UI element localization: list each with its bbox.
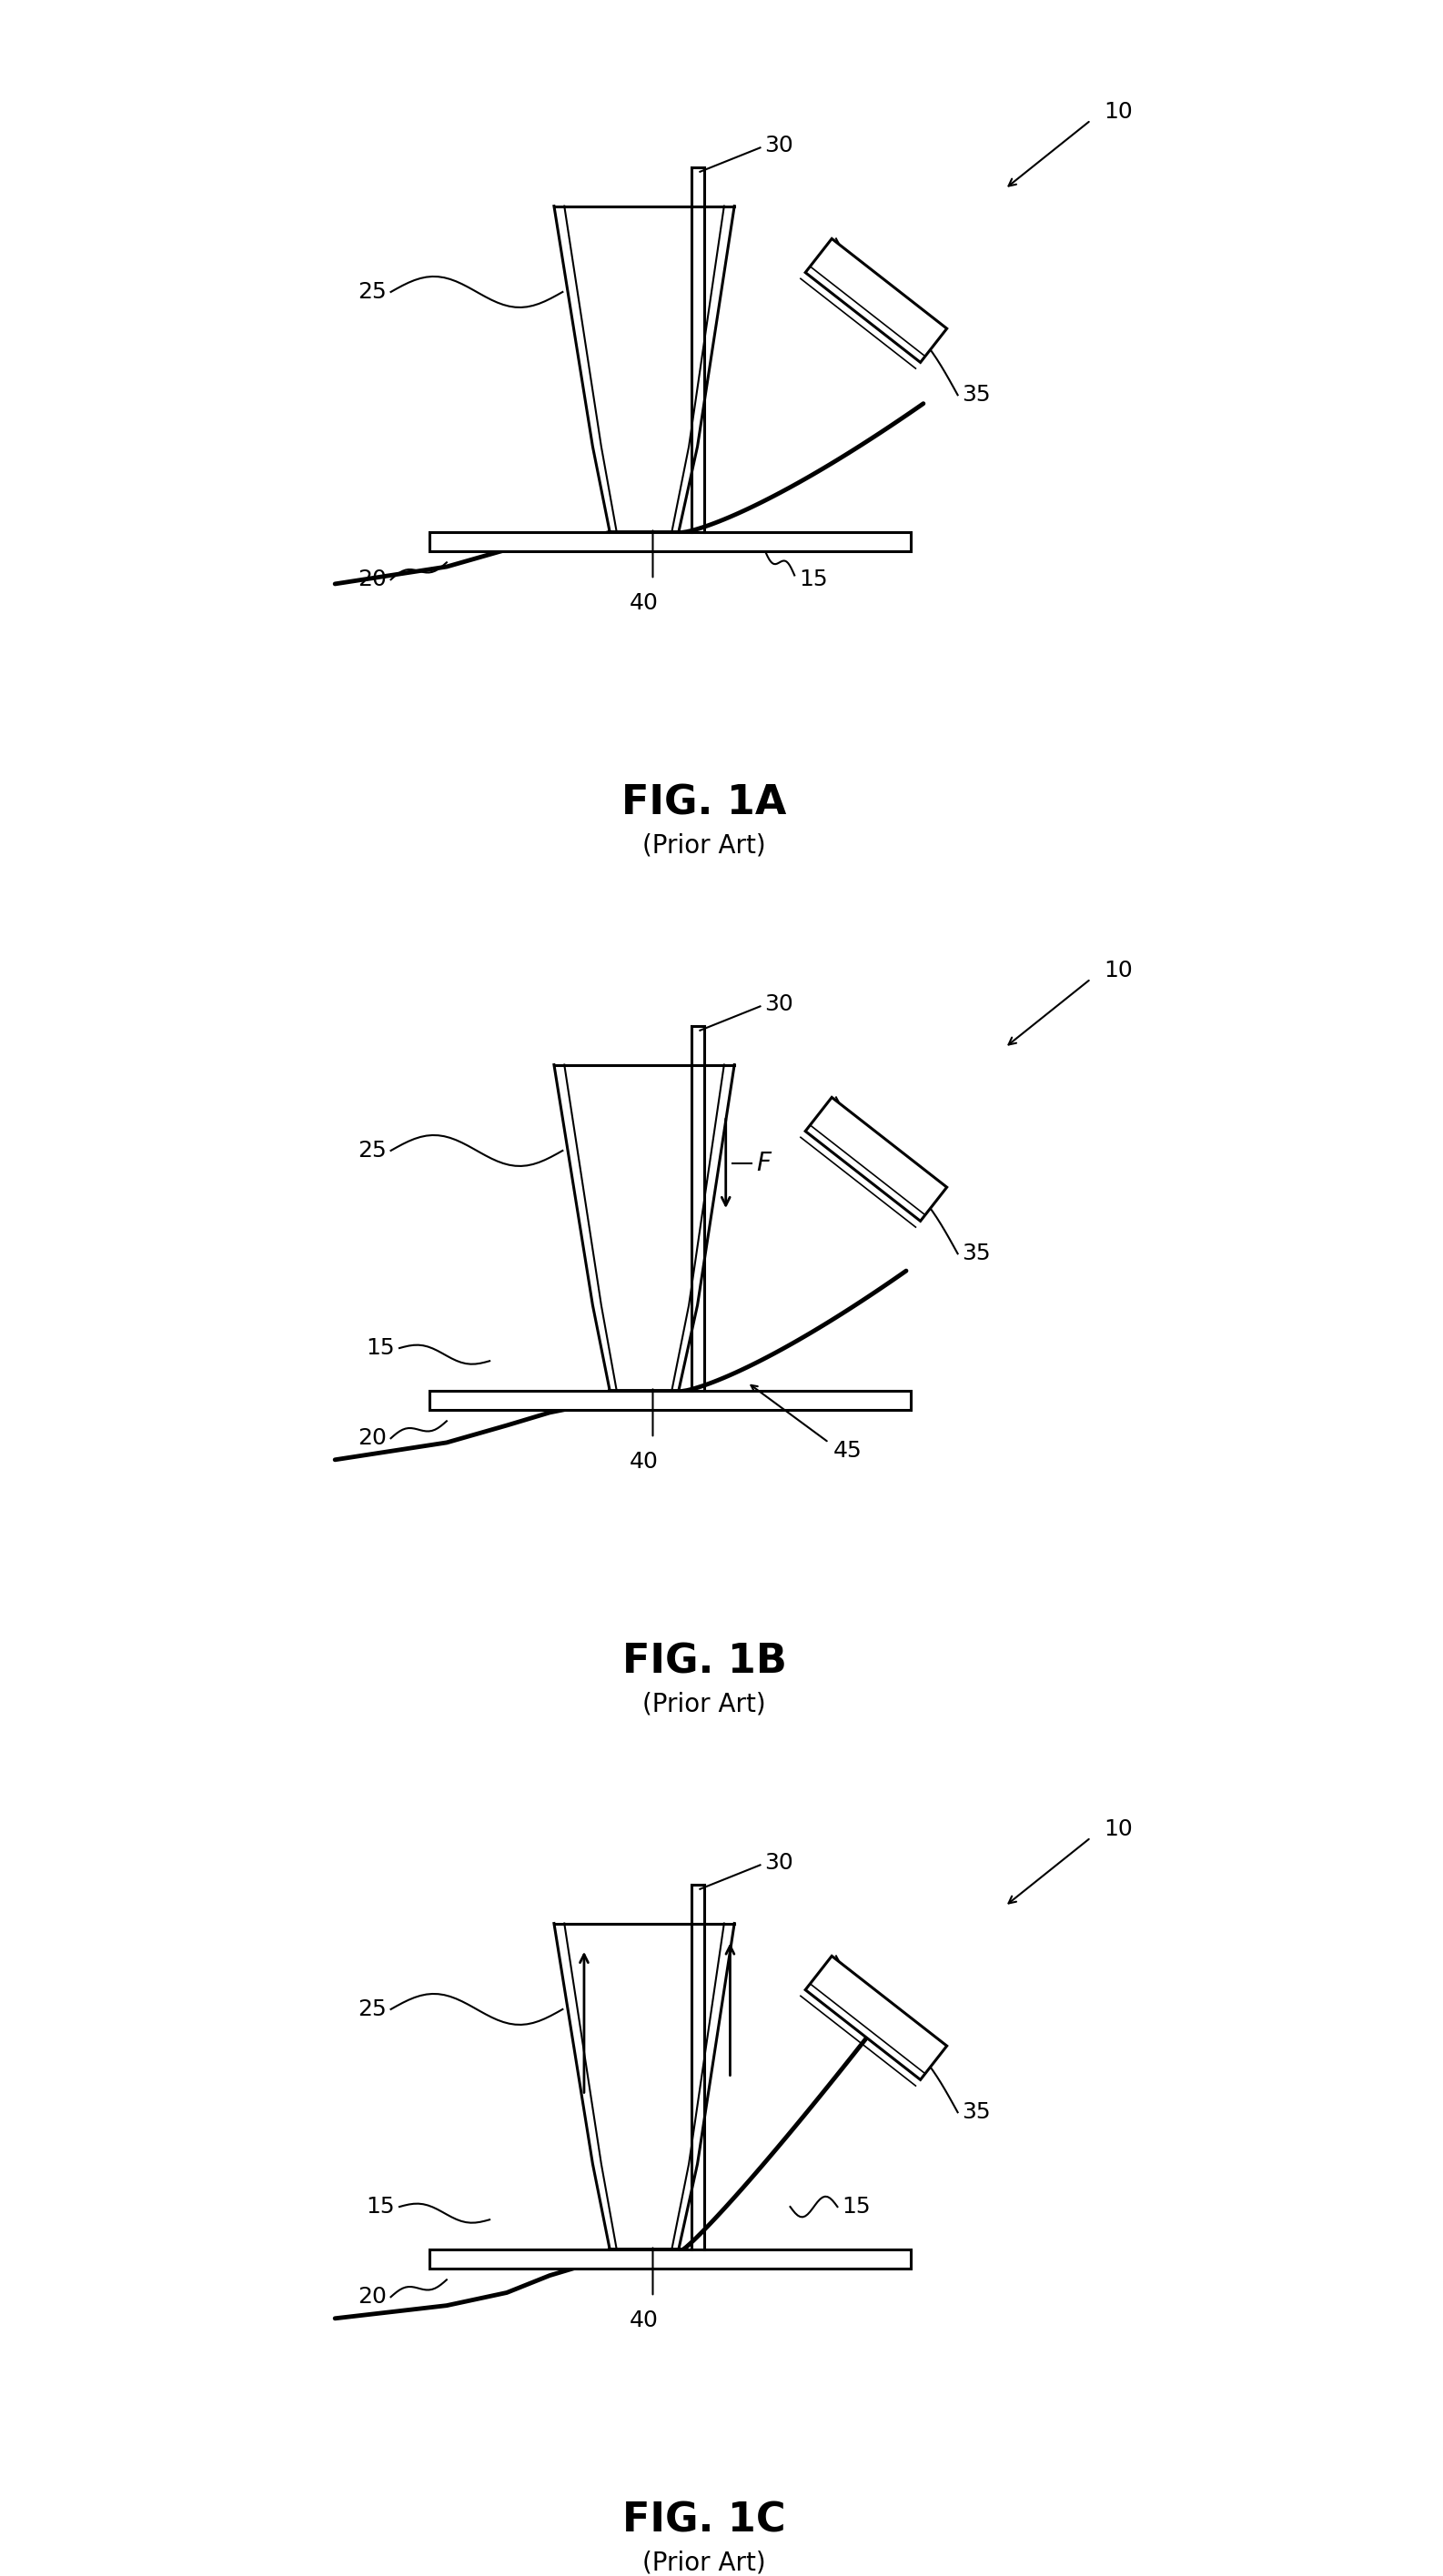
Text: 20: 20 [358,2285,387,2308]
Text: 25: 25 [358,281,387,304]
Text: F: F [756,1151,771,1177]
Text: 35: 35 [962,384,991,407]
Text: 15: 15 [367,2195,395,2218]
Text: FIG. 1B: FIG. 1B [622,1641,786,1682]
Text: 10: 10 [1104,100,1133,124]
Text: 10: 10 [1104,958,1133,981]
Polygon shape [805,240,947,363]
Bar [430,2249,911,2269]
Text: 45: 45 [833,1440,861,1463]
Bar [430,1391,911,1409]
Text: 30: 30 [765,134,794,157]
Text: (Prior Art): (Prior Art) [642,1692,766,1718]
Text: 15: 15 [367,1337,395,1360]
Text: 10: 10 [1104,1819,1133,1839]
Text: 40: 40 [629,592,658,613]
Text: 35: 35 [962,1242,991,1265]
Text: FIG. 1C: FIG. 1C [622,2501,786,2540]
Text: 30: 30 [765,1852,794,1875]
Text: 40: 40 [629,2311,658,2331]
Text: 25: 25 [358,1139,387,1162]
Text: FIG. 1A: FIG. 1A [622,783,786,822]
Text: 30: 30 [765,994,794,1015]
Polygon shape [805,1097,947,1221]
Text: 20: 20 [358,1427,387,1450]
Text: 35: 35 [962,2102,991,2123]
Text: (Prior Art): (Prior Art) [642,832,766,858]
Text: 15: 15 [799,569,828,590]
Text: 40: 40 [629,1450,658,1473]
Text: 15: 15 [841,2195,870,2218]
Text: 20: 20 [358,569,387,590]
Text: 25: 25 [358,1999,387,2020]
Polygon shape [805,1955,947,2079]
Bar [430,533,911,551]
Text: (Prior Art): (Prior Art) [642,2550,766,2576]
